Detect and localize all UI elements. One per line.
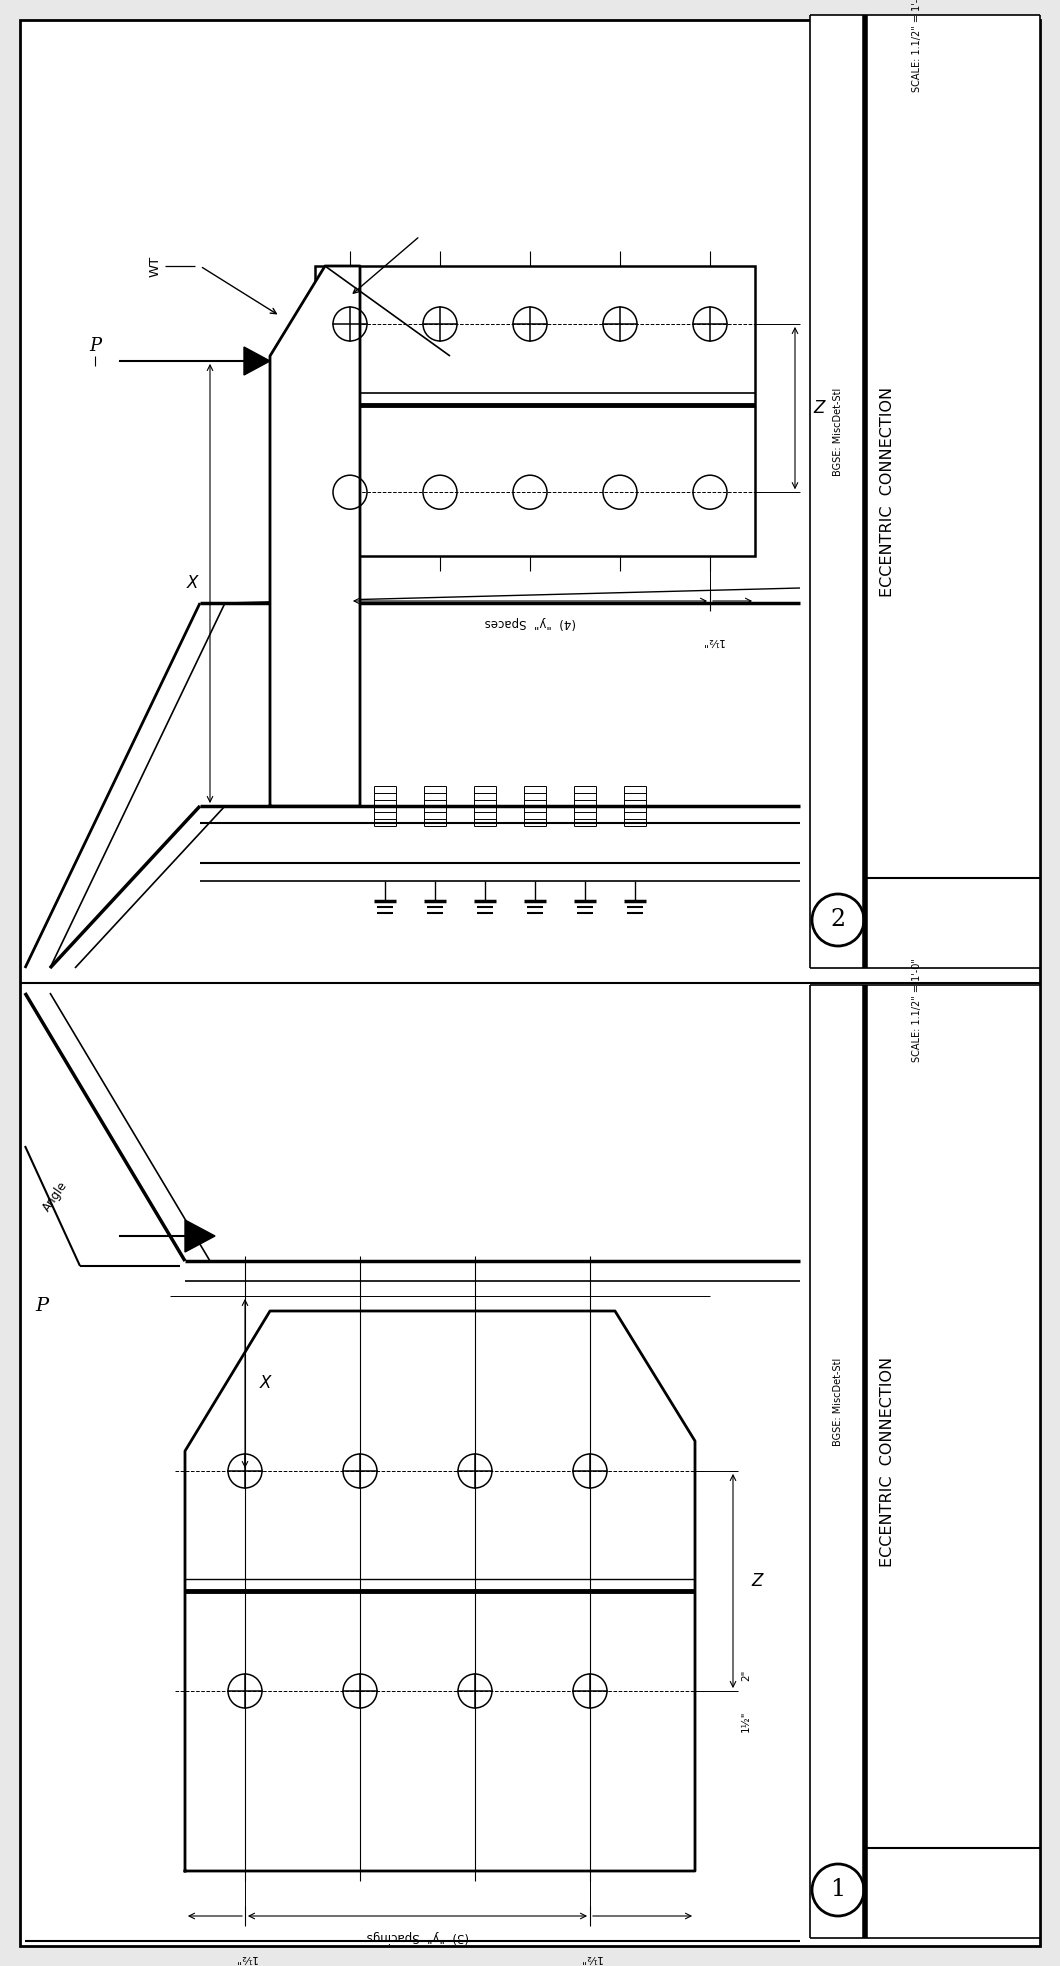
Text: 1½": 1½" xyxy=(579,1952,602,1962)
Text: Angle: Angle xyxy=(40,1178,70,1213)
Text: P: P xyxy=(89,336,101,356)
Text: P: P xyxy=(35,1298,49,1315)
Text: SCALE: 1.1/2" = 1'-0": SCALE: 1.1/2" = 1'-0" xyxy=(912,957,922,1062)
Text: 1: 1 xyxy=(830,1878,846,1901)
Text: 1½": 1½" xyxy=(233,1952,257,1962)
Text: 2": 2" xyxy=(741,1669,750,1681)
Text: (4)  "y"  Spaces: (4) "y" Spaces xyxy=(484,615,576,629)
Text: ECCENTRIC  CONNECTION: ECCENTRIC CONNECTION xyxy=(880,1357,895,1567)
Text: Z: Z xyxy=(750,1573,762,1590)
Text: X: X xyxy=(260,1374,271,1392)
Bar xyxy=(810,985,1040,1938)
Polygon shape xyxy=(270,265,360,806)
Text: (3)  "y"  Spacings: (3) "y" Spacings xyxy=(367,1931,469,1942)
Text: ECCENTRIC  CONNECTION: ECCENTRIC CONNECTION xyxy=(880,387,895,596)
Bar xyxy=(315,265,755,556)
Text: SCALE: 1.1/2" = 1'-0": SCALE: 1.1/2" = 1'-0" xyxy=(912,0,922,92)
Text: BGSE: MiscDet-Stl: BGSE: MiscDet-Stl xyxy=(833,1357,843,1445)
Polygon shape xyxy=(186,1311,695,1872)
Polygon shape xyxy=(244,348,270,376)
Text: 1½": 1½" xyxy=(701,635,724,647)
Text: BGSE: MiscDet-Stl: BGSE: MiscDet-Stl xyxy=(833,387,843,476)
Text: X: X xyxy=(187,574,197,592)
Text: 1½": 1½" xyxy=(741,1710,750,1732)
Polygon shape xyxy=(186,1221,215,1252)
Text: 1½": 1½" xyxy=(336,635,359,647)
Text: Z: Z xyxy=(813,399,825,417)
Text: WT: WT xyxy=(148,256,161,277)
Text: 2: 2 xyxy=(830,908,846,932)
Bar xyxy=(810,16,1040,967)
